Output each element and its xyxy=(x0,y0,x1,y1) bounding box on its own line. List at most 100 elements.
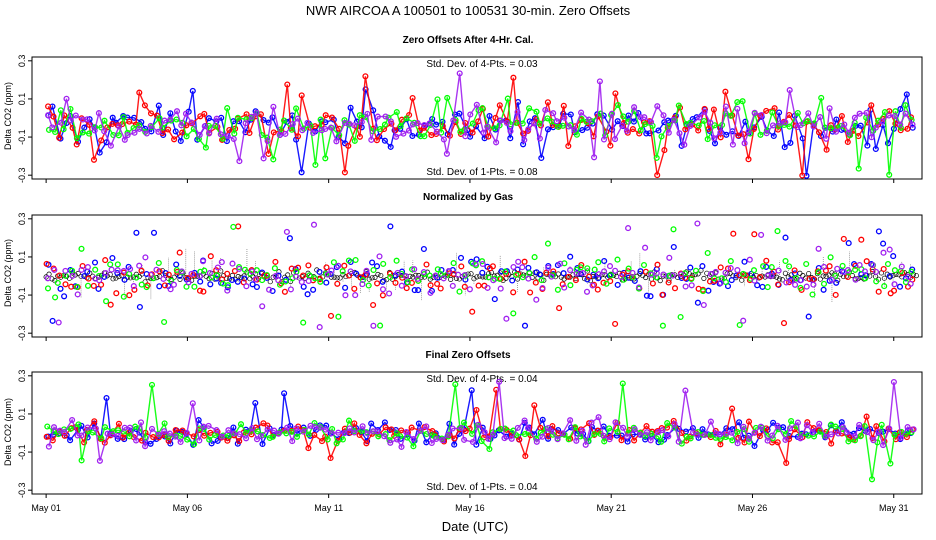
data-point xyxy=(101,424,109,431)
data-point xyxy=(271,427,278,434)
data-point xyxy=(56,272,63,279)
data-point xyxy=(177,137,184,145)
data-point xyxy=(243,283,250,290)
data-point xyxy=(184,436,191,443)
data-point xyxy=(133,229,140,236)
data-point xyxy=(693,431,701,438)
data-point xyxy=(293,105,300,112)
data-point xyxy=(171,136,178,143)
data-point xyxy=(109,120,116,127)
x-tick-label: May 11 xyxy=(314,503,343,513)
data-point xyxy=(90,282,97,289)
data-point xyxy=(863,413,870,420)
data-point xyxy=(370,428,377,435)
data-point xyxy=(560,270,567,277)
data-point xyxy=(681,141,688,148)
data-point xyxy=(571,126,578,133)
data-point xyxy=(879,118,886,125)
data-point xyxy=(832,128,840,135)
data-point xyxy=(676,130,683,137)
data-point xyxy=(260,116,267,124)
data-point xyxy=(373,137,380,144)
data-point xyxy=(156,268,163,275)
data-point xyxy=(533,438,540,445)
data-point xyxy=(503,119,510,127)
data-point xyxy=(525,126,532,133)
data-point xyxy=(461,283,468,290)
data-point xyxy=(323,264,330,271)
data-point xyxy=(643,275,649,281)
data-point xyxy=(792,281,799,288)
data-point xyxy=(585,273,593,280)
data-point xyxy=(266,286,273,293)
data-point xyxy=(647,118,655,126)
data-point xyxy=(670,243,677,251)
data-point xyxy=(643,292,650,299)
data-point xyxy=(741,140,748,147)
data-point xyxy=(536,120,543,127)
data-point xyxy=(578,109,585,116)
data-point xyxy=(120,293,127,300)
data-point xyxy=(654,103,661,110)
data-point xyxy=(826,272,832,278)
data-point xyxy=(845,240,852,247)
data-point xyxy=(629,269,636,276)
data-point xyxy=(903,434,910,441)
data-point xyxy=(133,437,140,444)
data-point xyxy=(754,282,761,289)
data-point xyxy=(827,254,834,261)
data-point xyxy=(426,272,433,279)
x-tick-label: May 06 xyxy=(173,503,203,513)
data-point xyxy=(642,244,649,251)
data-point xyxy=(161,117,168,124)
data-point xyxy=(881,109,888,116)
data-point xyxy=(334,280,341,287)
data-point xyxy=(612,419,619,426)
data-point xyxy=(857,122,864,129)
data-point xyxy=(890,287,898,294)
data-point xyxy=(74,291,81,298)
data-point xyxy=(700,117,708,125)
panel-1-frame xyxy=(31,56,923,180)
data-point xyxy=(770,132,777,140)
data-point xyxy=(855,165,862,172)
data-point xyxy=(439,437,446,444)
data-point xyxy=(828,431,835,438)
data-point xyxy=(428,439,435,447)
data-point xyxy=(98,435,105,442)
data-point xyxy=(637,431,644,439)
data-point xyxy=(56,134,63,141)
data-point xyxy=(381,277,387,283)
data-point xyxy=(786,123,793,130)
data-point xyxy=(201,110,208,117)
panel-1-ylabel: Delta CO2 (ppm) xyxy=(3,82,13,150)
data-point xyxy=(902,102,909,109)
data-point xyxy=(130,283,137,290)
panel-final-zero-offsets: Final Zero Offsets Std. Dev. of 4-Pts. =… xyxy=(3,350,538,493)
data-point xyxy=(155,259,162,267)
data-point xyxy=(407,273,413,279)
data-point xyxy=(225,427,232,434)
data-point xyxy=(236,438,243,445)
panel-2-ylabel: Delta CO2 (ppm) xyxy=(3,239,13,307)
data-point xyxy=(113,290,120,297)
data-point xyxy=(55,319,62,326)
data-point xyxy=(322,155,329,162)
data-point xyxy=(469,430,476,437)
data-point xyxy=(785,436,793,443)
data-point xyxy=(387,439,394,446)
data-point xyxy=(341,430,348,437)
data-point xyxy=(292,273,300,280)
data-point xyxy=(670,226,677,233)
data-point xyxy=(538,277,545,284)
data-point xyxy=(351,285,358,292)
data-point xyxy=(653,154,660,161)
data-point xyxy=(913,273,919,279)
data-point xyxy=(109,254,116,262)
data-point xyxy=(114,432,122,439)
data-point xyxy=(711,277,718,284)
data-point xyxy=(327,124,335,131)
data-point xyxy=(908,268,915,275)
data-point xyxy=(288,265,295,272)
data-point xyxy=(614,281,621,288)
